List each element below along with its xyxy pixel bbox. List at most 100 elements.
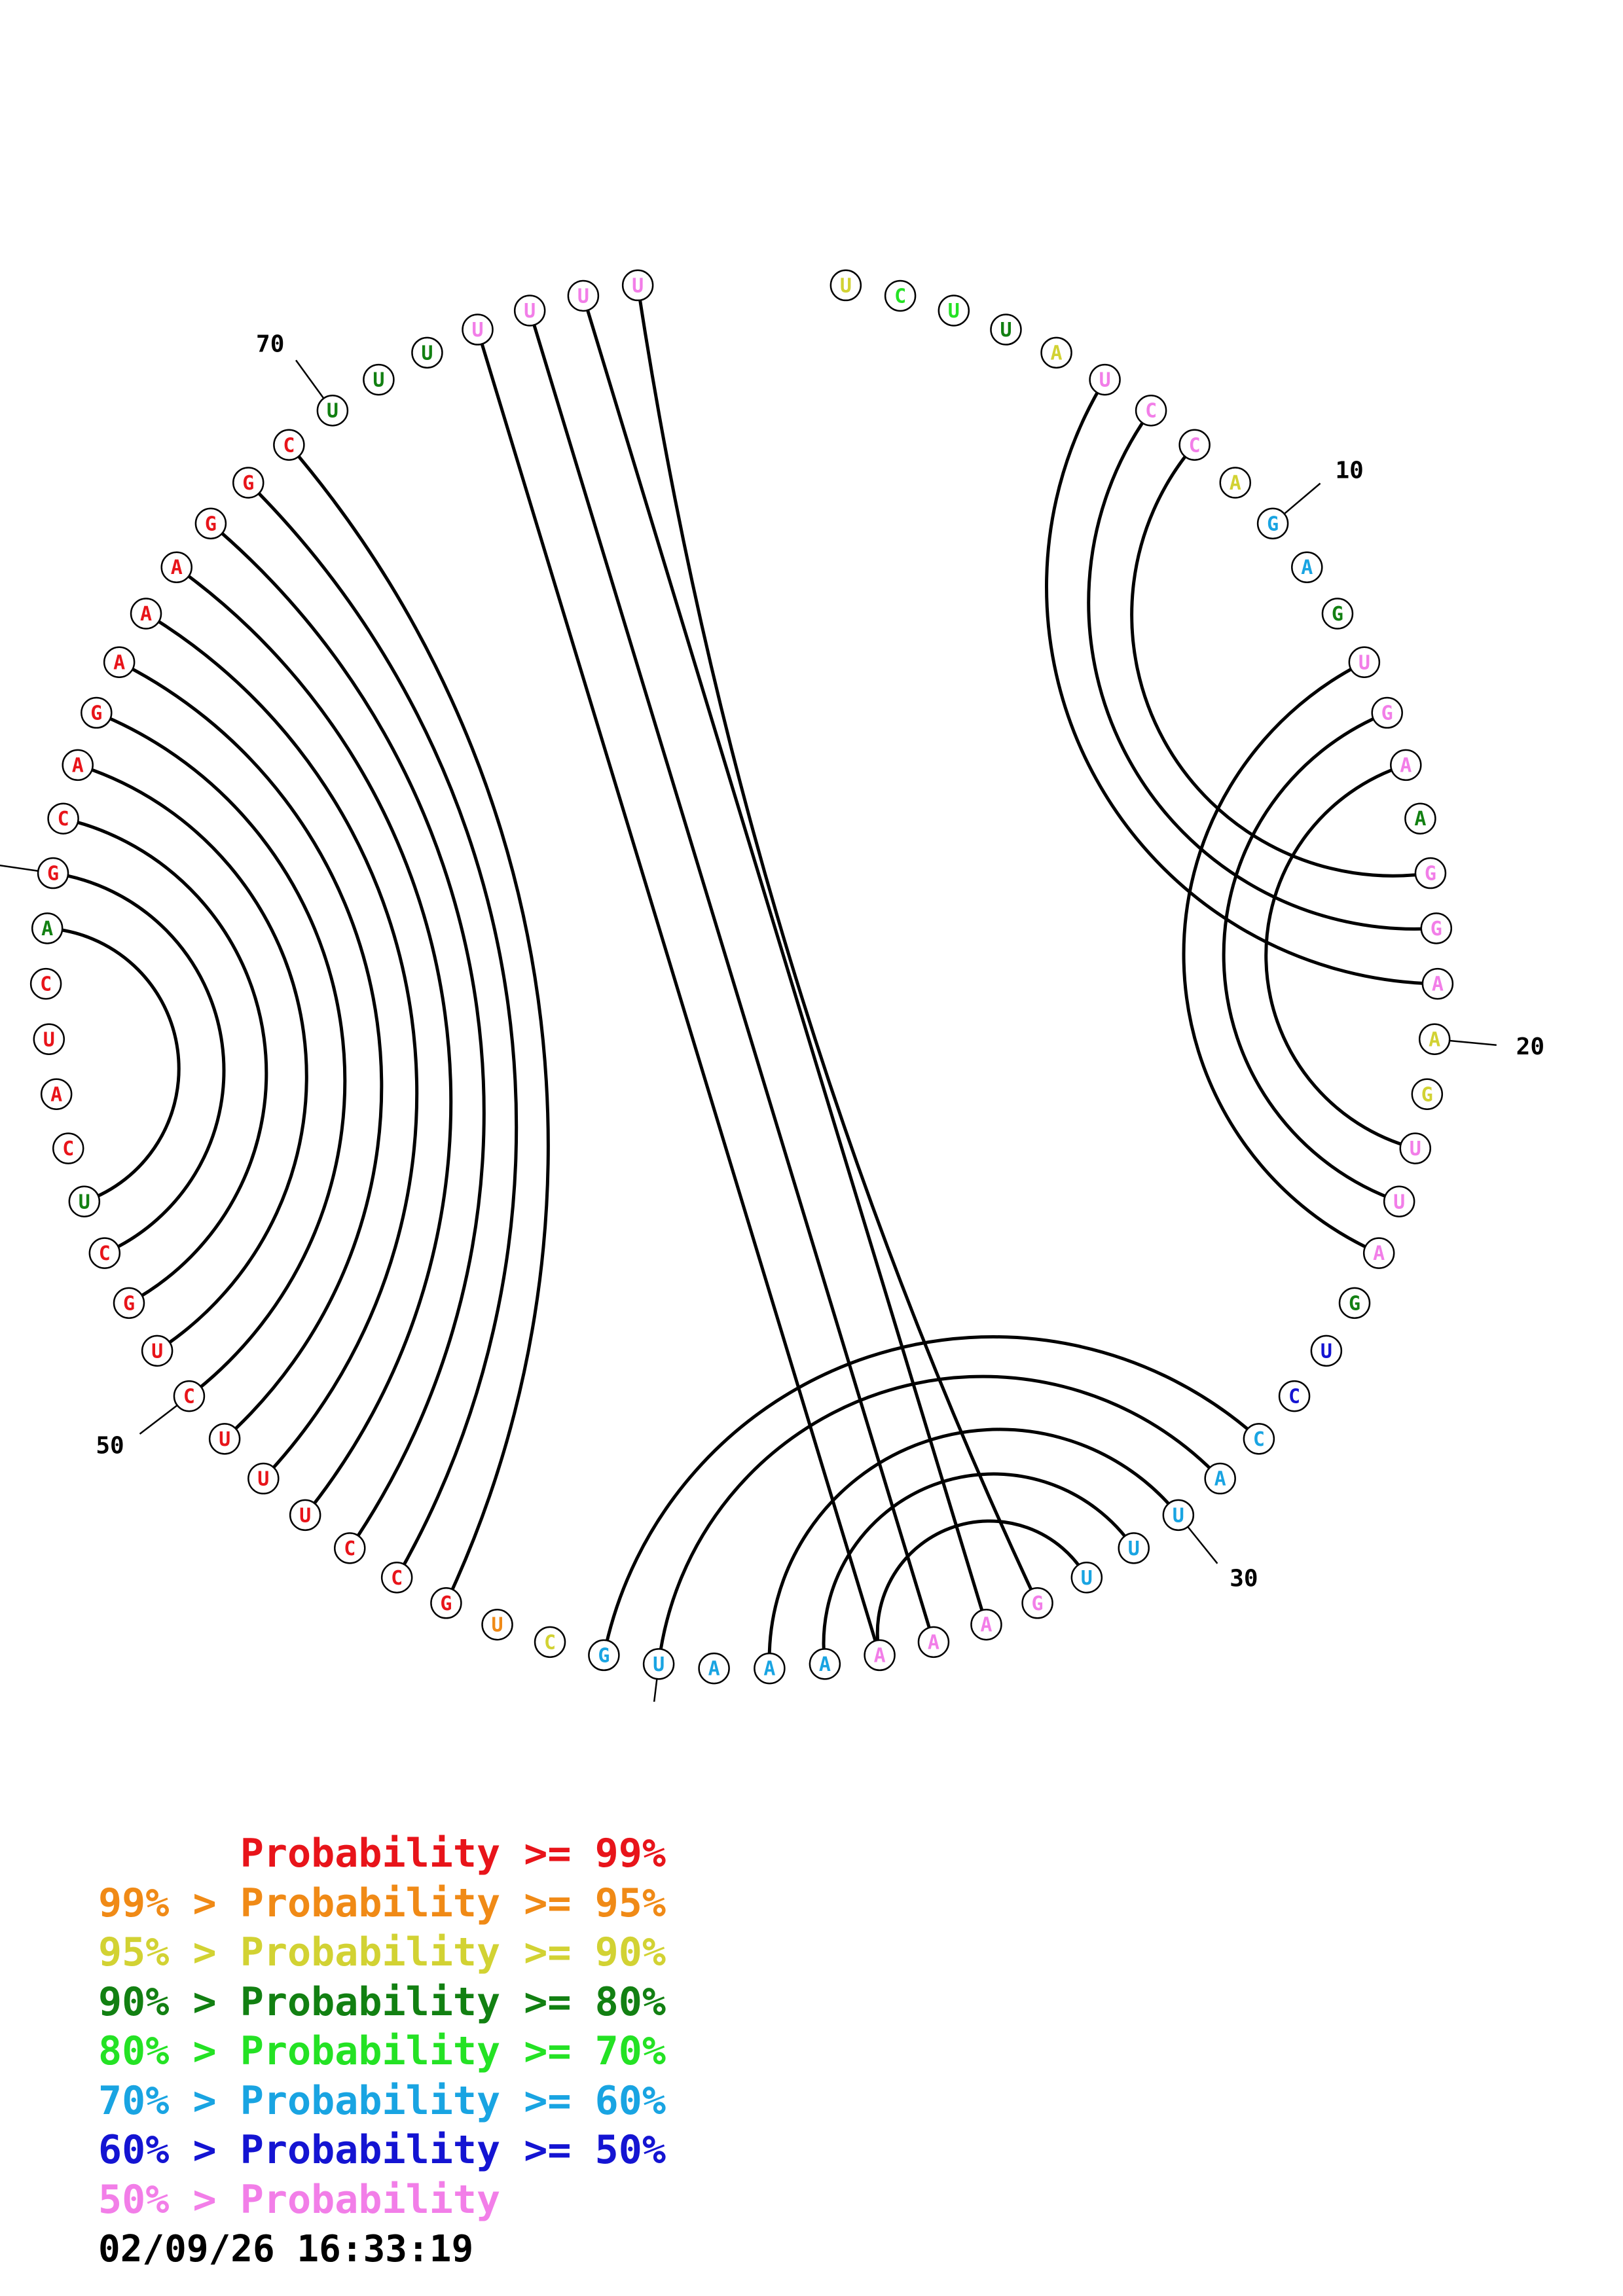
nucleotide-circle <box>334 1532 366 1564</box>
nucleotide: A <box>103 646 136 679</box>
tick-mark <box>1283 482 1321 514</box>
nucleotide: G <box>194 507 227 540</box>
nucleotide-letter: U <box>299 1504 311 1527</box>
nucleotide: A <box>1390 749 1422 781</box>
nucleotide: U <box>1399 1132 1432 1164</box>
nucleotide-letter: U <box>1410 1138 1421 1160</box>
nucleotide-letter: U <box>43 1028 55 1051</box>
nucleotide-circle <box>917 1626 950 1659</box>
nucleotide-circle <box>130 598 162 630</box>
nucleotide-circle <box>411 336 443 369</box>
nucleotide: C <box>1135 394 1167 427</box>
nucleotide-circle <box>990 314 1022 346</box>
nucleotide: U <box>316 394 349 427</box>
nucleotide: C <box>52 1132 84 1164</box>
legend-entry: 99% > Probability >= 95% <box>98 1879 666 1929</box>
nucleotide-circle <box>481 1608 513 1641</box>
nucleotide: G <box>1338 1287 1371 1319</box>
nucleotide: A <box>864 1639 896 1672</box>
nucleotide-letter: U <box>1359 651 1370 674</box>
nucleotide-letter: A <box>928 1631 939 1654</box>
base-pair-arc <box>47 926 181 1204</box>
nucleotide: U <box>513 295 546 327</box>
nucleotide-circle <box>534 1626 566 1659</box>
nucleotide-ring: U CUUAUCCAGAGUGAAGGAAGUUAGUCCAUUUGAAAAAAU… <box>29 269 1454 1685</box>
nucleotide: A <box>1204 1462 1236 1495</box>
tick-mark <box>1187 1526 1218 1564</box>
nucleotide-letter: G <box>1332 603 1343 626</box>
base-pair-arc <box>119 660 384 1441</box>
nucleotide: G <box>1021 1587 1053 1619</box>
nucleotide-letter: U <box>632 274 644 297</box>
nucleotide: C <box>273 429 305 461</box>
nucleotide-letter: G <box>205 512 217 535</box>
nucleotide-circle <box>642 1648 675 1680</box>
nucleotide: A <box>62 749 94 781</box>
base-pair-arc <box>96 711 347 1398</box>
base-pair-arc <box>52 871 226 1255</box>
nucleotide: G <box>232 467 264 499</box>
nucleotide-letter: U <box>1173 1504 1184 1527</box>
nucleotide-circle <box>1321 598 1354 630</box>
nucleotide-letter: U <box>948 300 960 323</box>
legend-text: Probability >= 95% <box>240 1880 666 1926</box>
nucleotide-letter: U <box>421 342 433 365</box>
nucleotide-letter: C <box>99 1242 111 1265</box>
nucleotide: U <box>567 279 600 312</box>
nucleotide-letter: G <box>1425 863 1436 886</box>
nucleotide-circle <box>289 1499 321 1532</box>
nucleotide-letter: A <box>1432 973 1444 996</box>
nucleotide-letter: C <box>344 1537 356 1560</box>
nucleotide: A <box>1291 551 1323 583</box>
nucleotide-circle <box>1070 1562 1103 1594</box>
nucleotide-letter: U <box>524 300 536 323</box>
legend-prefix: 99% > <box>98 1880 240 1926</box>
nucleotide-letter: C <box>62 1138 74 1160</box>
nucleotide: C <box>47 802 79 834</box>
nucleotide-letter: U <box>840 274 852 297</box>
base-pair-arc <box>528 310 936 1643</box>
nucleotide-circle <box>1310 1335 1343 1367</box>
legend-text: Probability >= 70% <box>240 2028 666 2074</box>
nucleotide-letter: C <box>58 808 69 831</box>
nucleotide: G <box>113 1287 145 1319</box>
nucleotide-letter: A <box>41 918 53 941</box>
nucleotide-circle <box>588 1639 620 1672</box>
nucleotide-letter: A <box>1230 472 1241 495</box>
nucleotide: U <box>1070 1562 1103 1594</box>
nucleotide-circle <box>33 1023 65 1056</box>
legend-entry: 90% > Probability >= 80% <box>98 1978 666 2028</box>
nucleotide: A <box>1421 967 1454 1000</box>
nucleotide-circle <box>1291 551 1323 583</box>
nucleotide-circle <box>40 1078 73 1111</box>
nucleotide-circle <box>621 269 654 302</box>
nucleotide-circle <box>1021 1587 1053 1619</box>
base-pair-arc <box>1182 660 1380 1255</box>
nucleotide-circle <box>567 279 600 312</box>
nucleotide: U <box>1118 1532 1150 1564</box>
nucleotide: A <box>31 912 64 944</box>
nucleotide-circle <box>1411 1078 1444 1111</box>
nucleotide-circle <box>194 507 227 540</box>
nucleotide: U <box>1348 646 1381 679</box>
nucleotide-circle <box>37 857 69 889</box>
base-pair-arc <box>1087 409 1436 931</box>
nucleotide: A <box>160 551 192 583</box>
nucleotide-letter: C <box>894 285 906 308</box>
nucleotide-letter: A <box>72 754 84 777</box>
nucleotide: U <box>642 1648 675 1680</box>
nucleotide: U <box>481 1608 513 1641</box>
nucleotide-circle <box>316 394 349 427</box>
nucleotide-circle <box>864 1639 896 1672</box>
nucleotide: U <box>363 363 395 396</box>
nucleotide-letter: U <box>151 1340 163 1363</box>
nucleotide-circle <box>31 912 64 944</box>
nucleotide: A <box>1418 1023 1451 1056</box>
base-pair-arc <box>145 612 419 1480</box>
tick-label: 30 <box>1230 1566 1258 1592</box>
nucleotide-letter: U <box>79 1191 90 1213</box>
base-pair-arc <box>822 1472 1135 1664</box>
nucleotide: G <box>37 857 69 889</box>
nucleotide-letter: U <box>1081 1567 1093 1590</box>
nucleotide: A <box>809 1648 841 1680</box>
